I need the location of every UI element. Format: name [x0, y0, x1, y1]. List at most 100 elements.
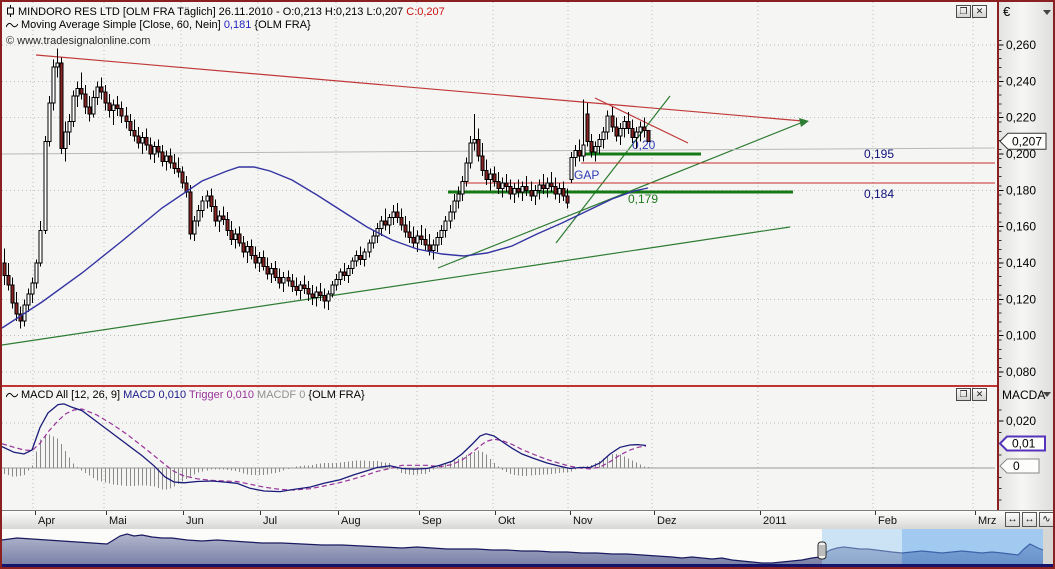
navigator-baseline	[2, 564, 1053, 567]
macd-pane[interactable]: MACD All [12, 26, 9] MACD 0,010 Trigger …	[2, 385, 997, 512]
macd-tag-label: 0,01	[1012, 437, 1036, 451]
macd-grid	[2, 387, 995, 512]
trendlines	[2, 54, 996, 346]
macd-axis-canvas[interactable]: MACDA 0,020 0,01 0	[999, 387, 1055, 510]
instrument-icon	[7, 5, 14, 17]
last-price-tag[interactable]: 0,207	[999, 132, 1047, 150]
long-support-trendline[interactable]	[2, 226, 791, 346]
month-tick	[760, 511, 761, 515]
currency-label: €	[1003, 4, 1011, 19]
trigger-line[interactable]	[2, 408, 647, 491]
price-axis-label: 0,120	[1006, 292, 1036, 306]
macd-line[interactable]	[2, 403, 647, 493]
month-label: Okt	[498, 515, 516, 527]
chart-restore-button[interactable]: ❐	[956, 5, 971, 18]
month-label: Apr	[38, 515, 56, 527]
month-label: Mrz	[978, 515, 997, 527]
macd-value: MACD 0,010	[123, 389, 187, 401]
navigator-selection-light[interactable]	[822, 529, 902, 564]
month-tick	[338, 511, 339, 515]
price-axis-label: 0,260	[1006, 38, 1036, 52]
navigator-area	[2, 534, 1043, 564]
month-label: Jul	[263, 515, 278, 527]
macdf-value: MACDF 0	[257, 389, 306, 401]
steep-support-trendline[interactable]	[555, 95, 671, 244]
month-tick	[260, 511, 261, 515]
price-axis-label: 0,240	[1006, 74, 1036, 88]
macd-value-tag-0[interactable]: 0	[999, 458, 1040, 474]
price-axis-label: 0,200	[1006, 147, 1036, 161]
gray-level-line[interactable]	[2, 147, 996, 155]
navigator-handle[interactable]	[817, 541, 827, 560]
ma-indicator-name: Moving Average Simple [Close, 60, Nein]	[21, 19, 221, 31]
macd-axis-ticks	[999, 409, 1004, 501]
indicator-icon	[6, 22, 18, 28]
macd-tag-label: 0	[1013, 459, 1020, 473]
chart-close-button[interactable]: ✕	[972, 5, 987, 18]
month-tick	[106, 511, 107, 515]
watermark: © www.tradesignalonline.com	[6, 35, 151, 47]
log-scale-button[interactable]: ∿	[1039, 512, 1053, 527]
month-label: Feb	[878, 515, 897, 527]
navigator-canvas[interactable]	[2, 529, 1053, 567]
price-axis-label: 0,140	[1006, 256, 1036, 270]
price-axis-label: 0,220	[1006, 111, 1036, 125]
macd-canvas[interactable]	[2, 387, 997, 512]
macd-restore-button[interactable]: ❐	[956, 388, 971, 401]
expand-scale-button[interactable]: ↔	[1022, 512, 1037, 527]
month-label: 2011	[763, 515, 787, 527]
price-axis-ticks	[999, 39, 1004, 378]
chart-close-value: C:0,207	[406, 6, 445, 18]
ma-60-line[interactable]	[2, 166, 649, 329]
month-tick	[975, 511, 976, 515]
main-chart-pane[interactable]: 0,20 0,179 0,195 0,184 GAP MINDORO RES LTD […	[2, 2, 997, 383]
macd-close-button[interactable]: ✕	[972, 388, 987, 401]
level-label: 0,179	[628, 192, 658, 206]
level-label: 0,195	[864, 147, 894, 161]
candlesticks	[2, 48, 651, 329]
navigator-selection-dark[interactable]	[902, 529, 1043, 564]
range-navigator[interactable]	[2, 529, 1053, 567]
macd-header-row: MACD All [12, 26, 9] MACD 0,010 Trigger …	[6, 389, 365, 401]
macd-axis-tick-label: 0,020	[1006, 414, 1036, 428]
month-tick	[495, 511, 496, 515]
month-tick	[419, 511, 420, 515]
macd-name: MACD All [12, 26, 9]	[21, 389, 121, 401]
macd-trigger-value: Trigger 0,010	[188, 389, 254, 401]
chart-title: MINDORO RES LTD [OLM FRA Täglich] 26.11.…	[18, 6, 404, 18]
macdf-histogram	[4, 434, 649, 490]
axis-dropdown-icon[interactable]	[1043, 10, 1051, 15]
month-label: Dez	[657, 515, 677, 527]
macd-symbol: {OLM FRA}	[308, 389, 365, 401]
short-resistance-trendline[interactable]	[594, 97, 689, 144]
ma-indicator-row: Moving Average Simple [Close, 60, Nein] …	[6, 19, 311, 31]
macd-axis[interactable]: MACDA 0,020 0,01 0	[997, 387, 1055, 510]
macd-axis-label: MACDA	[1002, 388, 1045, 402]
upper-resistance-trendline[interactable]	[35, 54, 804, 122]
level-label: 0,184	[864, 187, 894, 201]
month-tick	[654, 511, 655, 515]
month-label: Mai	[109, 515, 127, 527]
price-levels: 0,20 0,179 0,195 0,184	[448, 138, 995, 206]
gap-annotation: GAP	[574, 168, 599, 182]
trendline-arrowhead	[799, 118, 809, 127]
triangle-support-trendline[interactable]	[437, 121, 804, 269]
level-label: 0,20	[632, 138, 656, 152]
month-tick	[570, 511, 571, 515]
price-axis-canvas[interactable]: €0,260 0,240 0,220 0,200 0,180 0,160 0,140 0,12…	[999, 2, 1055, 510]
chart-title-row: MINDORO RES LTD [OLM FRA Täglich] 26.11.…	[6, 5, 445, 18]
macd-axis-dropdown-icon[interactable]	[1043, 392, 1051, 397]
month-label: Aug	[341, 515, 361, 527]
month-tick	[875, 511, 876, 515]
navigator-right-gutter	[1043, 529, 1053, 567]
last-price-tag-label: 0,207	[1012, 134, 1042, 148]
time-axis[interactable]: Apr Mai Jun Jul Aug Sep Okt Nov Dez 2011 Feb Mrz ↔ ↔ ∿	[2, 510, 1053, 530]
main-chart-canvas[interactable]: 0,20 0,179 0,195 0,184 GAP	[2, 2, 997, 383]
compress-scale-button[interactable]: ↔	[1005, 512, 1020, 527]
macd-value-tag-0,01[interactable]: 0,01	[999, 435, 1046, 452]
month-tick	[35, 511, 36, 515]
ma-indicator-symbol: {OLM FRA}	[254, 19, 311, 31]
price-axis-label: 0,160	[1006, 220, 1036, 234]
month-label: Sep	[422, 515, 442, 527]
